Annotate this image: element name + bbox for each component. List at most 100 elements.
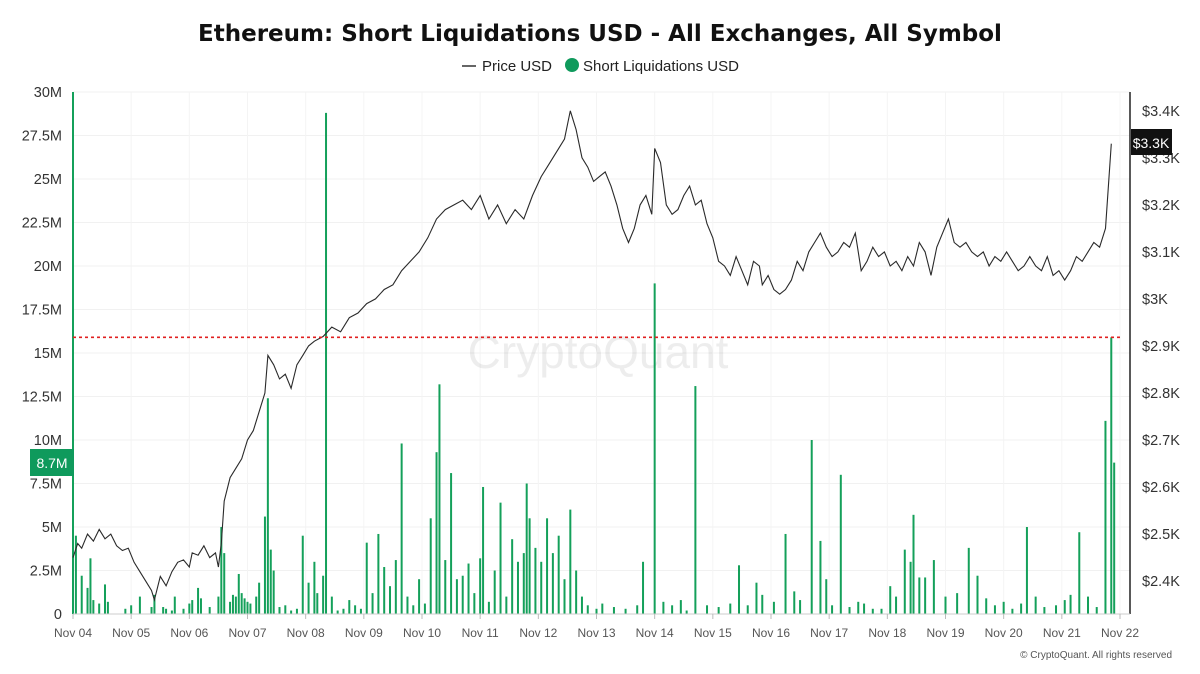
liquidation-bar[interactable] [348, 600, 351, 614]
liquidation-bar[interactable] [1110, 337, 1113, 614]
liquidation-bar[interactable] [229, 601, 232, 614]
liquidation-bar[interactable] [839, 474, 842, 614]
liquidation-bar[interactable] [540, 561, 543, 614]
liquidation-bar[interactable] [825, 579, 828, 614]
liquidation-bar[interactable] [383, 567, 386, 614]
liquidation-bar[interactable] [1055, 605, 1058, 614]
liquidation-bar[interactable] [406, 596, 409, 614]
liquidation-bar[interactable] [662, 601, 665, 614]
liquidation-bar[interactable] [967, 547, 970, 614]
liquidation-bar[interactable] [848, 607, 851, 614]
liquidation-bar[interactable] [444, 560, 447, 614]
liquidation-bar[interactable] [831, 605, 834, 614]
liquidation-bar[interactable] [473, 593, 476, 614]
liquidation-bar[interactable] [170, 610, 173, 614]
liquidation-bar[interactable] [956, 593, 959, 614]
liquidation-bar[interactable] [138, 596, 141, 614]
liquidation-bar[interactable] [325, 112, 328, 614]
liquidation-bar[interactable] [80, 575, 83, 614]
liquidation-bar[interactable] [863, 603, 866, 614]
liquidation-bar[interactable] [208, 607, 211, 614]
liquidation-bar[interactable] [1034, 596, 1037, 614]
liquidation-bar[interactable] [624, 608, 627, 614]
liquidation-bar[interactable] [993, 605, 996, 614]
liquidation-bar[interactable] [199, 598, 202, 614]
liquidation-bar[interactable] [400, 443, 403, 614]
liquidation-bar[interactable] [98, 603, 101, 614]
legend-liquidations-label[interactable]: Short Liquidations USD [583, 58, 739, 75]
liquidation-bar[interactable] [322, 575, 325, 614]
liquidation-bar[interactable] [819, 540, 822, 614]
liquidation-bar[interactable] [153, 594, 156, 614]
liquidation-bar[interactable] [162, 607, 165, 614]
liquidation-bar[interactable] [243, 598, 246, 614]
liquidation-bar[interactable] [1002, 601, 1005, 614]
liquidation-bar[interactable] [1063, 600, 1066, 614]
liquidation-bar[interactable] [258, 582, 261, 614]
liquidation-bar[interactable] [569, 509, 572, 614]
liquidation-bar[interactable] [173, 596, 176, 614]
liquidation-bar[interactable] [450, 473, 453, 614]
liquidation-bar[interactable] [103, 584, 106, 614]
liquidation-bar[interactable] [525, 483, 528, 615]
legend-price-label[interactable]: Price USD [482, 58, 552, 75]
liquidation-bar[interactable] [1104, 420, 1107, 614]
liquidation-bar[interactable] [455, 579, 458, 614]
liquidation-bar[interactable] [1025, 527, 1028, 614]
liquidation-bar[interactable] [601, 603, 604, 614]
liquidation-bar[interactable] [746, 605, 749, 614]
liquidation-bar[interactable] [295, 608, 298, 614]
liquidation-bar[interactable] [679, 600, 682, 614]
liquidation-bar[interactable] [499, 502, 502, 614]
liquidation-bar[interactable] [290, 610, 293, 614]
liquidation-bar[interactable] [575, 570, 578, 615]
liquidation-bar[interactable] [130, 605, 133, 614]
liquidation-bar[interactable] [586, 605, 589, 614]
liquidation-bar[interactable] [240, 593, 243, 614]
liquidation-bar[interactable] [1078, 532, 1081, 614]
liquidation-bar[interactable] [755, 582, 758, 614]
liquidation-bar[interactable] [1095, 607, 1098, 614]
liquidation-bar[interactable] [653, 283, 656, 614]
liquidation-bar[interactable] [1043, 607, 1046, 614]
liquidation-bar[interactable] [92, 600, 95, 614]
liquidation-bar[interactable] [534, 547, 537, 614]
liquidation-bar[interactable] [642, 561, 645, 614]
liquidation-bar[interactable] [461, 575, 464, 614]
liquidation-bar[interactable] [612, 607, 615, 614]
liquidation-bar[interactable] [394, 560, 397, 614]
liquidation-bar[interactable] [976, 575, 979, 614]
liquidation-bar[interactable] [671, 605, 674, 614]
liquidation-bar[interactable] [231, 594, 234, 614]
liquidation-bar[interactable] [106, 601, 109, 614]
liquidation-bar[interactable] [249, 603, 252, 614]
liquidation-bar[interactable] [191, 600, 194, 614]
liquidation-bar[interactable] [871, 608, 874, 614]
liquidation-bar[interactable] [371, 593, 374, 614]
liquidation-bar[interactable] [435, 452, 438, 614]
liquidation-bar[interactable] [284, 605, 287, 614]
liquidation-bar[interactable] [124, 608, 127, 614]
liquidation-bar[interactable] [516, 561, 519, 614]
liquidation-bar[interactable] [272, 570, 275, 615]
liquidation-bar[interactable] [1087, 596, 1090, 614]
liquidation-bar[interactable] [429, 518, 432, 614]
liquidation-bar[interactable] [738, 565, 741, 614]
liquidation-bar[interactable] [810, 440, 813, 614]
liquidation-bar[interactable] [72, 92, 74, 614]
liquidation-bar[interactable] [685, 610, 688, 614]
liquidation-bar[interactable] [522, 553, 525, 614]
liquidation-bar[interactable] [944, 596, 947, 614]
liquidation-bar[interactable] [903, 549, 906, 614]
liquidation-bar[interactable] [784, 533, 787, 614]
liquidation-bar[interactable] [467, 563, 470, 614]
liquidation-bar[interactable] [165, 608, 168, 614]
liquidation-bar[interactable] [223, 553, 226, 614]
liquidation-bar[interactable] [389, 586, 392, 614]
liquidation-bar[interactable] [438, 384, 441, 614]
liquidation-bar[interactable] [234, 596, 237, 614]
liquidation-bar[interactable] [563, 579, 566, 614]
liquidation-bar[interactable] [182, 608, 185, 614]
liquidation-bar[interactable] [793, 591, 796, 614]
liquidation-bar[interactable] [354, 605, 357, 614]
